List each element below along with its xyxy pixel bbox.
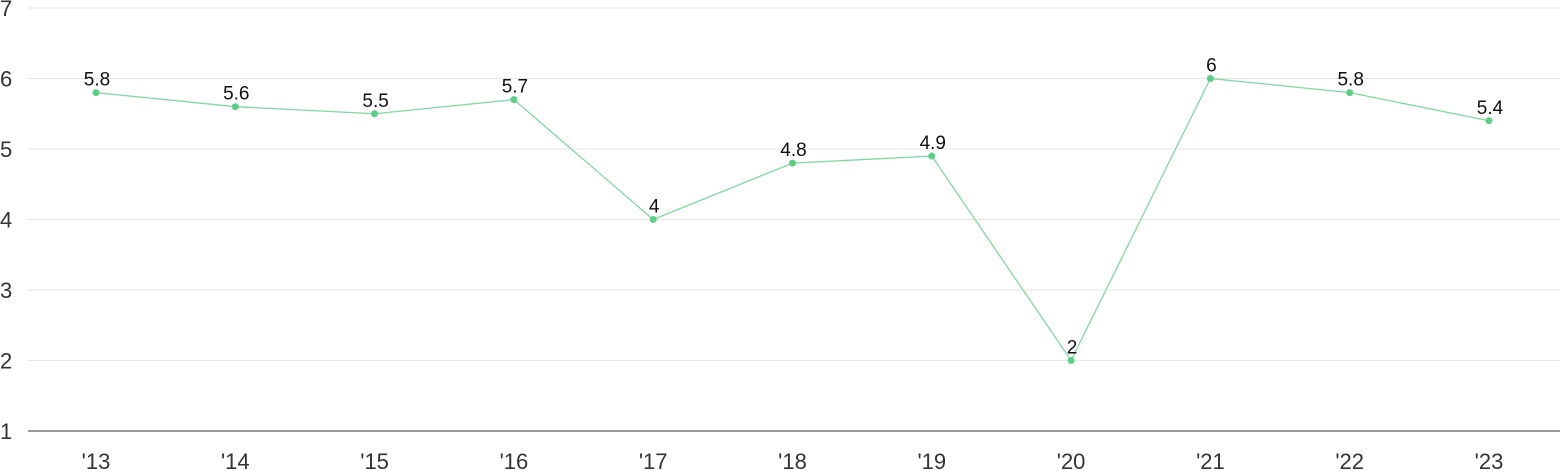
data-point: [1206, 75, 1214, 82]
data-labels: 5.8 5.6 5.5 5.7 4 4.8 4.9 2 6 5.8 5.4: [84, 56, 1504, 359]
y-tick-label: 5: [0, 137, 12, 162]
data-label: 5.8: [84, 70, 110, 91]
x-tick-label: '16: [500, 449, 529, 471]
data-point: [371, 110, 379, 118]
series-layer: [92, 75, 1493, 364]
data-point: [231, 103, 239, 111]
y-tick-label: 1: [0, 419, 12, 444]
y-tick-label: 6: [0, 67, 12, 92]
x-tick-label: '18: [778, 449, 807, 471]
data-label: 6: [1206, 56, 1217, 77]
x-tick-label: '22: [1335, 449, 1364, 471]
x-tick-label: '21: [1196, 449, 1225, 471]
data-label: 5.7: [502, 77, 528, 98]
x-tick-label: '20: [1057, 449, 1086, 471]
data-point: [92, 89, 100, 97]
x-tick-label: '19: [917, 449, 946, 471]
data-label: 5.8: [1337, 70, 1363, 91]
data-label: 2: [1067, 338, 1078, 359]
data-point: [928, 152, 936, 160]
data-point: [649, 216, 657, 223]
gridlines: [28, 7, 1560, 361]
data-point: [789, 159, 796, 167]
y-tick-label: 3: [0, 278, 12, 303]
x-tick-label: '23: [1475, 449, 1504, 471]
y-tick-label: 2: [0, 349, 12, 374]
data-label: 5.6: [223, 84, 249, 105]
data-label: 5.5: [362, 91, 388, 112]
data-label: 4: [649, 197, 660, 218]
data-point: [1485, 117, 1493, 125]
x-tick-label: '17: [639, 449, 668, 471]
x-tick-label: '14: [221, 449, 250, 471]
data-label: 4.8: [780, 140, 806, 161]
data-label: 5.4: [1477, 98, 1504, 119]
y-tick-label: 4: [0, 208, 12, 233]
data-point: [510, 96, 518, 104]
data-point: [1067, 357, 1075, 364]
data-label: 4.9: [920, 133, 946, 154]
x-tick-label: '15: [360, 449, 389, 471]
data-point: [1346, 89, 1354, 97]
x-tick-label: '13: [82, 449, 111, 471]
y-tick-label: 7: [0, 0, 12, 21]
